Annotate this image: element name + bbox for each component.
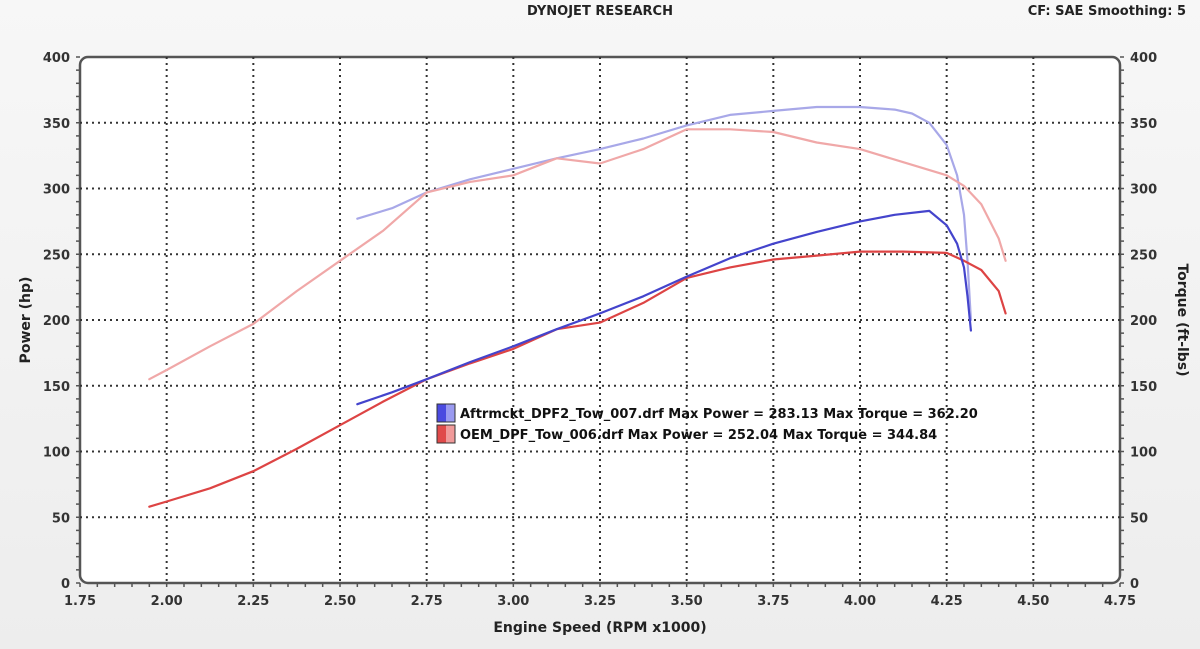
legend: Aftrmckt_DPF2_Tow_007.drf Max Power = 28… bbox=[436, 403, 978, 444]
y-left-tick-label: 0 bbox=[61, 577, 70, 592]
y-left-tick-label: 50 bbox=[52, 511, 70, 526]
legend-swatch-light bbox=[446, 404, 455, 422]
y-right-axis-title: Torque (ft-lbs) bbox=[1174, 263, 1190, 376]
y-right-tick-label: 250 bbox=[1130, 248, 1157, 263]
x-tick-label: 3.50 bbox=[671, 594, 703, 609]
legend-label: OEM_DPF_Tow_006.drf Max Power = 252.04 M… bbox=[460, 428, 937, 443]
legend-item: Aftrmckt_DPF2_Tow_007.drf Max Power = 28… bbox=[436, 403, 978, 423]
y-right-tick-label: 0 bbox=[1130, 577, 1139, 592]
y-right-tick-label: 300 bbox=[1130, 183, 1157, 198]
series-lines bbox=[148, 105, 1007, 508]
y-right-tick-label: 150 bbox=[1130, 380, 1157, 395]
axis-ticks: 1.75 2.00 2.25 2.50 2.75 3.00 3.25 3.50 3.75 4.00… bbox=[43, 51, 1157, 609]
x-tick-label: 2.25 bbox=[237, 594, 269, 609]
x-tick-label: 1.75 bbox=[64, 594, 96, 609]
y-right-tick-label: 350 bbox=[1130, 117, 1157, 132]
x-tick-label: 4.00 bbox=[844, 594, 876, 609]
legend-swatch-border bbox=[436, 403, 456, 423]
x-tick-label: 2.50 bbox=[324, 594, 356, 609]
legend-swatch-dark bbox=[437, 404, 446, 422]
y-right-tick-label: 400 bbox=[1130, 51, 1157, 66]
grid-lines bbox=[80, 57, 1120, 583]
y-left-tick-label: 150 bbox=[43, 380, 70, 395]
x-tick-label: 4.75 bbox=[1104, 594, 1136, 609]
x-tick-label: 2.00 bbox=[151, 594, 183, 609]
y-right-tick-label: 50 bbox=[1130, 511, 1148, 526]
y-left-tick-label: 400 bbox=[43, 51, 70, 66]
series-line bbox=[356, 209, 973, 406]
y-left-tick-label: 300 bbox=[43, 183, 70, 198]
y-left-tick-label: 200 bbox=[43, 314, 70, 329]
legend-label: Aftrmckt_DPF2_Tow_007.drf Max Power = 28… bbox=[460, 407, 978, 422]
x-tick-label: 3.00 bbox=[497, 594, 529, 609]
chart-title: DYNOJET RESEARCH bbox=[527, 4, 673, 19]
legend-item: OEM_DPF_Tow_006.drf Max Power = 252.04 M… bbox=[436, 424, 937, 444]
series-line bbox=[148, 250, 1007, 508]
y-left-tick-label: 250 bbox=[43, 248, 70, 263]
y-left-tick-label: 350 bbox=[43, 117, 70, 132]
y-left-axis-title: Power (hp) bbox=[18, 277, 34, 364]
x-tick-label: 4.50 bbox=[1017, 594, 1049, 609]
legend-swatch-light bbox=[446, 425, 455, 443]
x-tick-label: 3.75 bbox=[757, 594, 789, 609]
x-tick-label: 2.75 bbox=[411, 594, 443, 609]
legend-swatch-dark bbox=[437, 425, 446, 443]
axis-labels: Engine Speed (RPM x1000) Power (hp) Torque… bbox=[18, 263, 1190, 636]
y-left-tick-label: 100 bbox=[43, 446, 70, 461]
legend-swatch-border bbox=[436, 424, 456, 444]
x-tick-label: 3.25 bbox=[584, 594, 616, 609]
series-line bbox=[148, 128, 1007, 381]
x-tick-label: 4.25 bbox=[931, 594, 963, 609]
y-right-tick-label: 100 bbox=[1130, 446, 1157, 461]
y-right-tick-label: 200 bbox=[1130, 314, 1157, 329]
x-axis-title: Engine Speed (RPM x1000) bbox=[493, 620, 706, 636]
series-line bbox=[356, 105, 973, 322]
correction-factor-label: CF: SAE Smoothing: 5 bbox=[1027, 4, 1186, 19]
